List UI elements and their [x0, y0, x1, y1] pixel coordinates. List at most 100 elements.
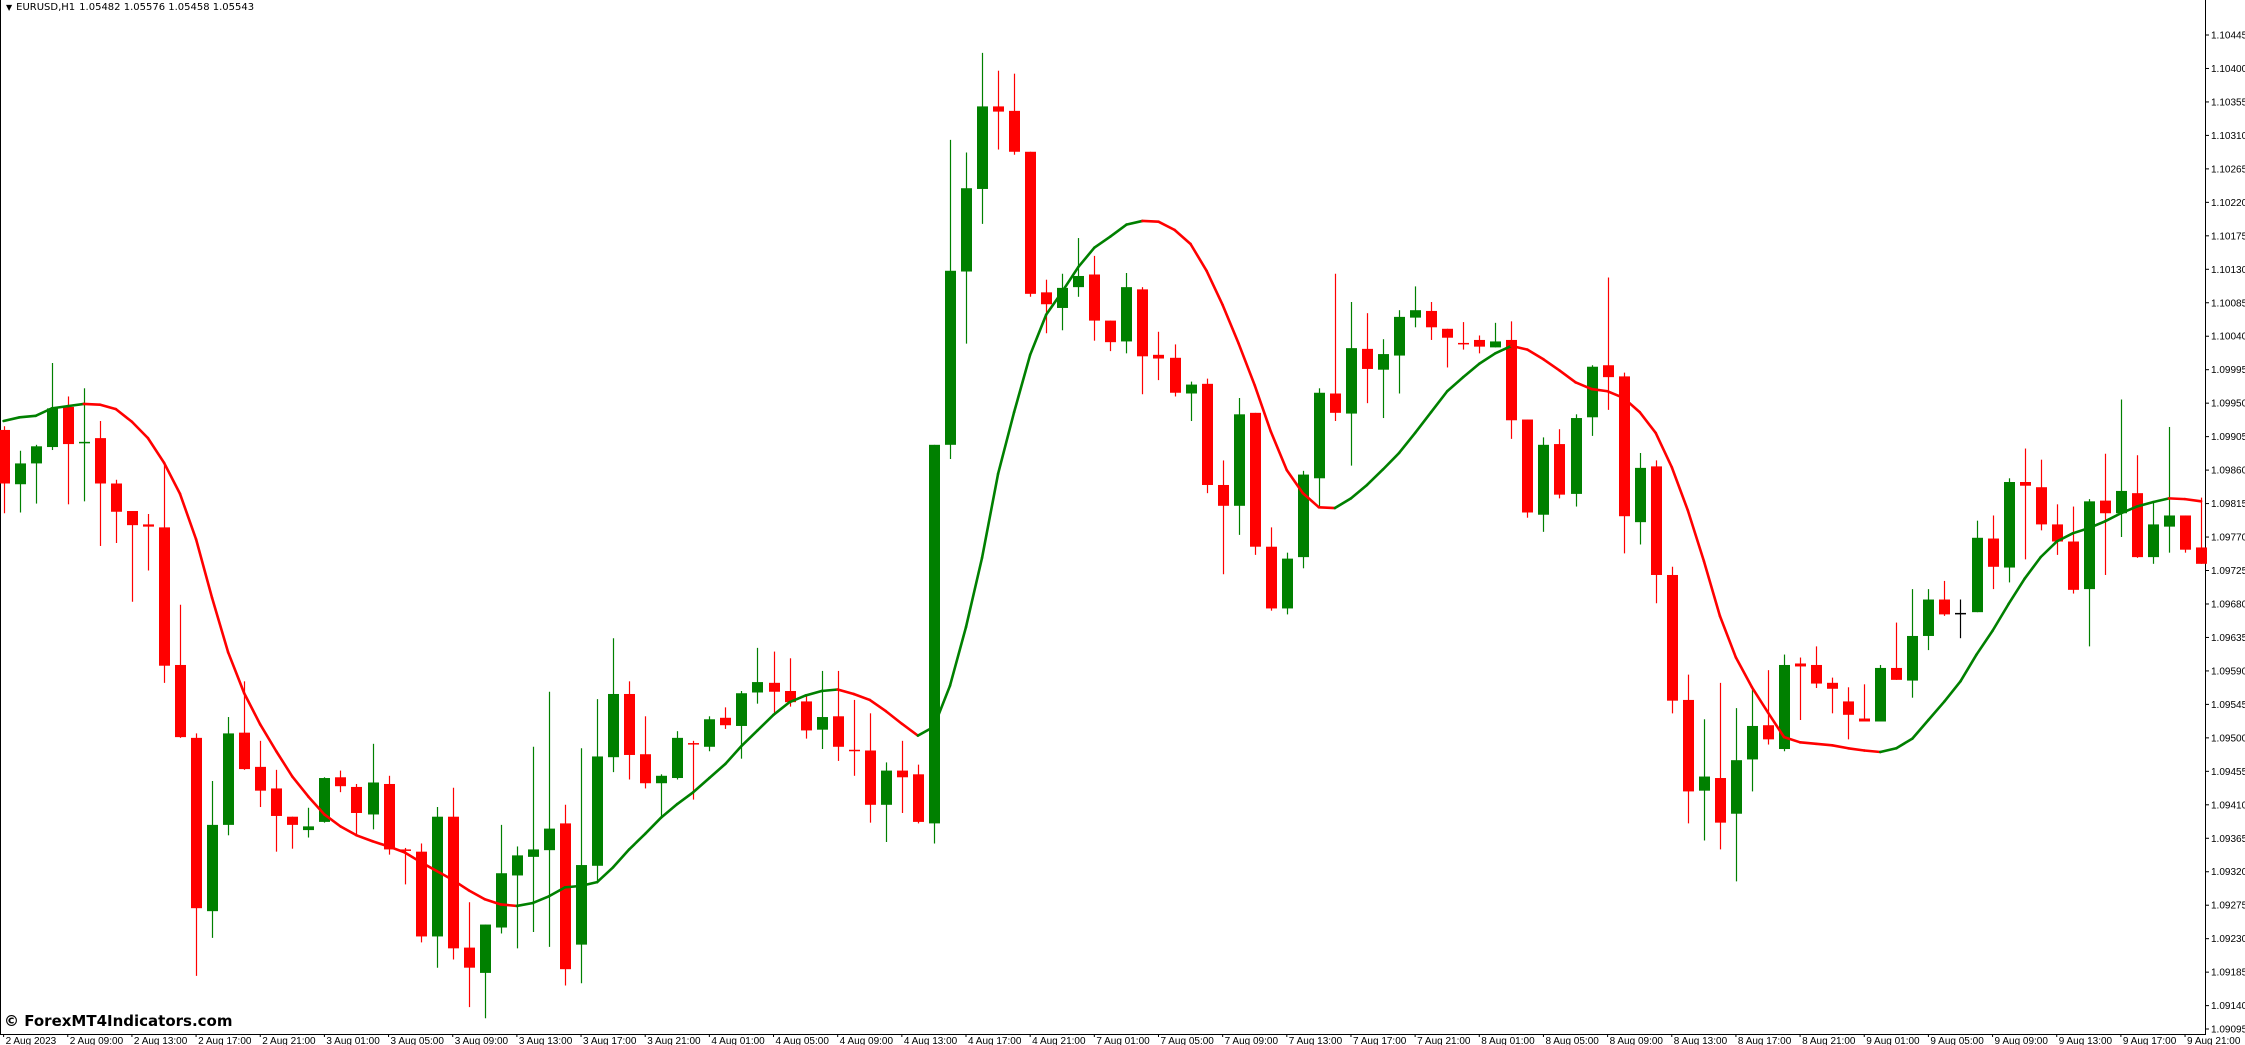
- candle-body: [1587, 366, 1598, 418]
- ma-segment: [339, 825, 358, 837]
- time-tick-label: 3 Aug 05:00: [391, 1036, 445, 1045]
- time-tick-label: 7 Aug 17:00: [1353, 1036, 1407, 1045]
- candle: [977, 52, 988, 224]
- ma-segment: [1028, 313, 1048, 357]
- ma-segment: [1381, 451, 1401, 471]
- ma-segment: [1830, 744, 1850, 750]
- ma-segment: [1959, 653, 1978, 683]
- candle: [785, 658, 796, 707]
- candle-body: [1410, 310, 1421, 318]
- candle: [608, 638, 619, 773]
- candle-body: [448, 816, 459, 949]
- candle: [993, 70, 1004, 150]
- candle: [1057, 273, 1068, 331]
- ma-segment: [130, 420, 150, 440]
- candle-body: [720, 717, 731, 726]
- candle-body: [881, 770, 892, 805]
- candle: [111, 479, 122, 543]
- candle: [480, 924, 491, 1019]
- candle-body: [1891, 667, 1902, 680]
- candle: [95, 421, 106, 546]
- candle-body: [1009, 110, 1020, 152]
- candle-body: [672, 737, 683, 779]
- price-tick-label: 1.09185: [2211, 968, 2245, 979]
- ma-segment: [611, 848, 631, 869]
- price-tick-label: 1.09815: [2211, 499, 2245, 510]
- candle: [2052, 504, 2063, 555]
- ohlc-readout: 1.05482 1.05576 1.05458 1.05543: [79, 2, 255, 13]
- candle: [672, 731, 683, 780]
- time-tick-label: 9 Aug 17:00: [2123, 1036, 2177, 1045]
- ma-segment: [1846, 746, 1866, 752]
- candle-body: [801, 701, 812, 731]
- candle-body: [384, 783, 395, 850]
- ma-segment: [1798, 741, 1818, 746]
- candle-body: [287, 816, 298, 825]
- ma-segment: [643, 816, 663, 836]
- candle: [1137, 287, 1148, 395]
- ma-segment: [627, 832, 647, 851]
- time-tick-label: 4 Aug 01:00: [711, 1036, 765, 1045]
- candle-body: [1362, 348, 1373, 369]
- candle: [351, 783, 362, 836]
- watermark: © ForexMT4Indicators.com: [4, 1012, 233, 1030]
- candle: [592, 699, 603, 881]
- candles: [0, 52, 2207, 1019]
- candle: [1458, 322, 1469, 350]
- candle-body: [704, 719, 715, 747]
- ma-segment: [1702, 559, 1722, 618]
- candle: [2084, 499, 2095, 647]
- price-axis[interactable]: 1.10445 1.10400 1.10355 1.10310 1.10265 1.102…: [2205, 31, 2245, 1036]
- ma-segment: [274, 749, 294, 778]
- ma-segment: [579, 880, 599, 888]
- ma-segment: [948, 625, 968, 688]
- candle-body: [432, 816, 443, 937]
- ma-segment: [1477, 352, 1497, 366]
- candle-body: [1875, 667, 1886, 722]
- ma-segment: [1189, 242, 1208, 273]
- triangle-down-icon[interactable]: ▼: [6, 3, 13, 12]
- ma-segment: [1044, 290, 1064, 316]
- candle-body: [79, 441, 90, 444]
- ma-segment: [1574, 381, 1593, 391]
- candle: [1506, 321, 1517, 439]
- candle-body: [1571, 418, 1582, 494]
- ma-segment: [563, 884, 583, 889]
- ma-segment: [66, 402, 86, 408]
- candle: [1298, 470, 1309, 569]
- ma-segment: [2039, 540, 2059, 559]
- price-tick-label: 1.10175: [2211, 231, 2245, 242]
- candle-body: [1105, 320, 1116, 343]
- time-tick-label: 3 Aug 21:00: [647, 1036, 701, 1045]
- time-tick-label: 2 Aug 21:00: [262, 1036, 316, 1045]
- candle-body: [1747, 725, 1758, 760]
- ma-segment: [194, 537, 214, 600]
- price-tick-label: 1.09590: [2211, 666, 2245, 677]
- time-axis[interactable]: 2 Aug 2023 2 Aug 09:00 2 Aug 13:00 2 Aug 17…: [3, 1034, 2241, 1045]
- candle: [1234, 397, 1245, 535]
- ma-segment: [1878, 746, 1898, 754]
- candle-body: [1554, 444, 1565, 495]
- ma-segment: [1317, 505, 1337, 510]
- candle: [1394, 310, 1405, 394]
- candle-body: [1266, 546, 1277, 609]
- candle: [1170, 344, 1181, 397]
- candle-body: [1153, 354, 1164, 359]
- candle: [2036, 459, 2047, 531]
- candle: [1843, 687, 1854, 740]
- candle: [143, 513, 154, 571]
- candle-body: [159, 527, 170, 666]
- candle: [1811, 646, 1822, 689]
- candle-body: [480, 924, 491, 973]
- candle: [1923, 589, 1934, 651]
- candle-body: [961, 188, 972, 272]
- candle-body: [1731, 760, 1742, 814]
- candle-body: [1699, 776, 1710, 791]
- ma-segment: [1686, 508, 1706, 563]
- ma-segment: [1622, 396, 1641, 414]
- candle: [1731, 708, 1742, 882]
- ma-segment: [2087, 520, 2107, 530]
- ma-segment: [1526, 348, 1545, 361]
- candle: [2196, 497, 2207, 564]
